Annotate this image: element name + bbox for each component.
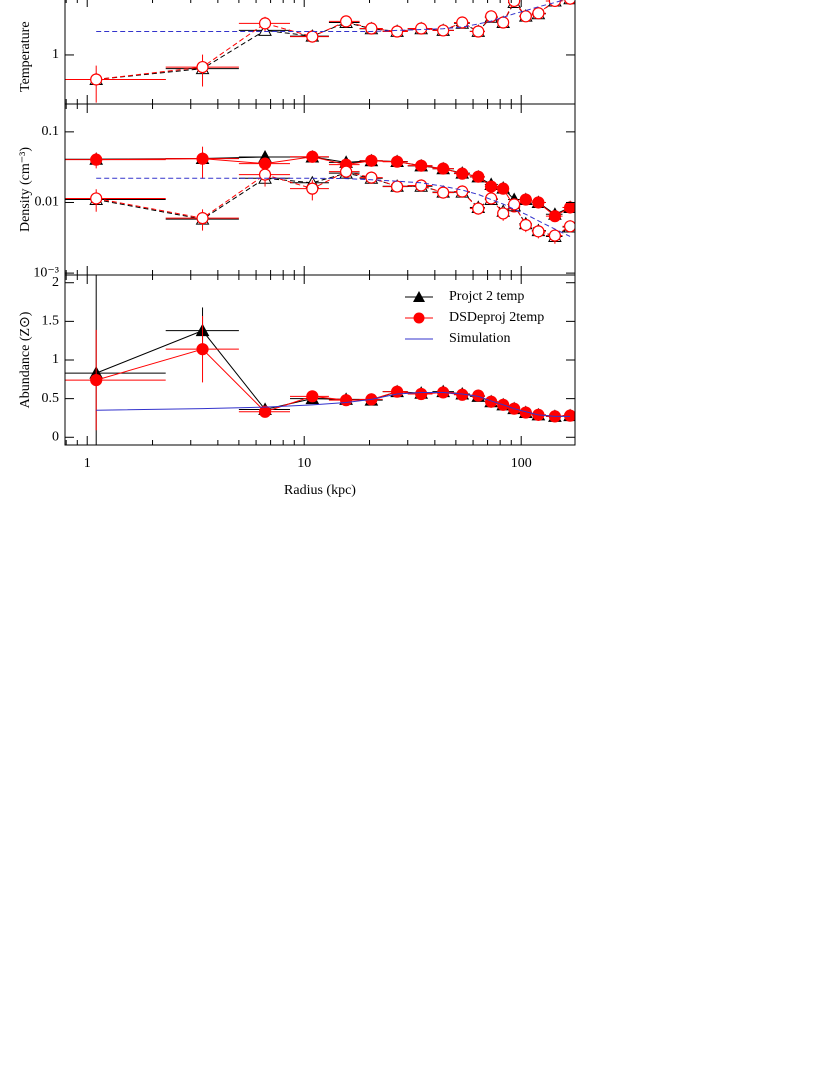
- marker: [472, 202, 485, 215]
- marker: [497, 182, 510, 195]
- marker: [365, 22, 378, 35]
- x-axis-label: Radius (kpc): [284, 483, 356, 498]
- plot-area: [65, 0, 575, 103]
- legend-label: DSDeproj 2temp: [449, 310, 544, 325]
- marker: [365, 171, 378, 184]
- marker: [196, 212, 209, 225]
- marker: [532, 7, 545, 20]
- marker: [508, 198, 521, 211]
- y-tick-label: 0: [52, 429, 59, 444]
- marker: [306, 150, 319, 163]
- legend-marker: [413, 291, 425, 302]
- marker: [306, 182, 319, 195]
- y-tick-label: 1: [52, 352, 59, 367]
- series-line: [96, 171, 571, 237]
- marker: [472, 25, 485, 38]
- y-tick-label: 0.1: [42, 124, 60, 139]
- y-tick-label: 10⁻³: [33, 265, 59, 280]
- marker: [564, 0, 575, 5]
- marker: [485, 10, 498, 23]
- y-tick-label: 1.5: [42, 314, 60, 329]
- marker: [472, 170, 485, 183]
- legend-label: Simulation: [449, 331, 510, 346]
- legend-label: Projct 2 temp: [449, 289, 524, 304]
- series-line: [96, 0, 565, 80]
- marker: [258, 405, 272, 418]
- y-axis-label: Density (cm⁻³): [18, 147, 33, 232]
- marker: [415, 387, 428, 401]
- marker: [196, 343, 209, 356]
- marker: [306, 30, 319, 43]
- marker: [563, 201, 575, 214]
- marker: [196, 60, 209, 74]
- marker: [563, 409, 575, 422]
- x-tick-label: 100: [511, 456, 532, 471]
- marker: [415, 179, 428, 192]
- marker: [258, 168, 272, 181]
- marker: [485, 180, 498, 193]
- marker: [306, 390, 319, 403]
- x-tick-label: 10: [297, 456, 311, 471]
- marker: [391, 155, 404, 168]
- series-line: [96, 391, 571, 417]
- marker: [340, 165, 353, 178]
- marker: [519, 218, 532, 232]
- marker: [437, 186, 450, 199]
- marker: [532, 225, 545, 238]
- marker: [415, 22, 428, 35]
- marker: [391, 180, 404, 193]
- marker: [456, 16, 469, 29]
- y-tick-label: 0.01: [35, 195, 60, 210]
- marker: [340, 394, 353, 407]
- marker: [563, 220, 575, 233]
- series-line: [96, 172, 571, 238]
- y-tick-label: 1: [52, 47, 59, 62]
- marker: [485, 395, 498, 408]
- marker: [519, 10, 532, 23]
- marker: [415, 159, 428, 172]
- marker: [196, 152, 209, 165]
- marker: [340, 15, 353, 28]
- y-tick-label: 0.5: [42, 391, 60, 406]
- marker: [548, 229, 561, 242]
- marker: [532, 196, 545, 209]
- marker: [90, 192, 103, 205]
- marker: [90, 73, 103, 86]
- series-line: [96, 0, 566, 32]
- y-tick-label: 2: [52, 275, 59, 290]
- plot-area: [65, 146, 575, 244]
- marker: [508, 0, 521, 8]
- plot-area: [65, 275, 575, 445]
- marker: [456, 167, 469, 180]
- series-line: [96, 177, 571, 237]
- marker: [519, 193, 532, 206]
- marker: [258, 17, 272, 30]
- frame: [64, 0, 576, 105]
- y-axis-label: Abundance (Z⊙): [18, 311, 33, 408]
- marker: [519, 406, 532, 419]
- x-tick-label: 1: [84, 456, 91, 471]
- marker: [437, 24, 450, 37]
- marker: [485, 192, 498, 205]
- marker: [90, 373, 103, 387]
- legend-marker: [413, 312, 425, 324]
- y-axis-label: Temperature: [18, 21, 33, 92]
- marker: [90, 153, 103, 166]
- marker: [365, 154, 378, 167]
- marker: [391, 385, 404, 398]
- marker: [497, 207, 510, 220]
- marker: [437, 162, 450, 175]
- marker: [391, 25, 404, 38]
- marker: [548, 210, 561, 223]
